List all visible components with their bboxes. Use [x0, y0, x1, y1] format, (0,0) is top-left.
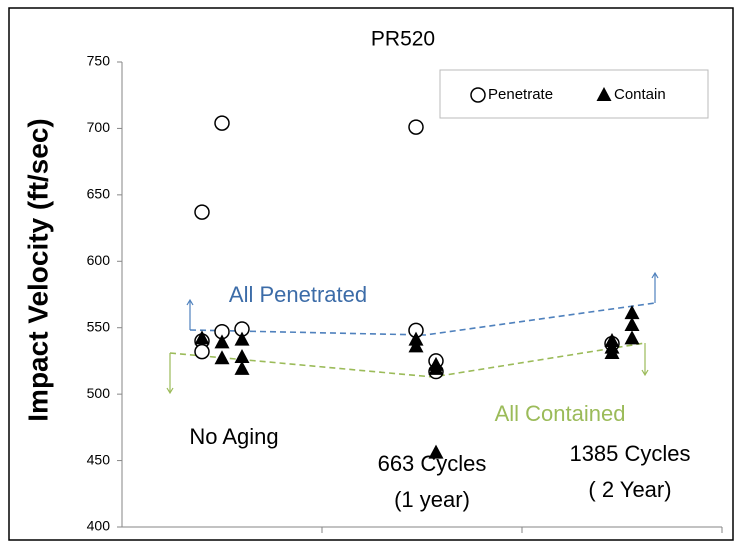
annotation: All Penetrated — [229, 282, 367, 307]
y-tick-label: 700 — [87, 119, 111, 135]
chart-title: PR520 — [371, 28, 435, 51]
group-label: (1 year) — [394, 487, 470, 512]
point — [408, 338, 424, 353]
legend-marker — [470, 87, 486, 103]
point — [624, 317, 640, 332]
point — [234, 348, 250, 363]
y-tick-label: 750 — [87, 53, 111, 69]
group-label: 1385 Cycles — [569, 441, 690, 466]
y-tick-label: 500 — [87, 385, 111, 401]
point — [428, 444, 444, 459]
group-label: No Aging — [189, 424, 278, 449]
point — [194, 330, 210, 345]
y-tick-label: 400 — [87, 518, 111, 534]
y-tick-label: 600 — [87, 252, 111, 268]
y-tick-label: 450 — [87, 451, 111, 467]
point — [194, 343, 210, 360]
point — [234, 360, 250, 375]
point — [234, 331, 250, 346]
y-axis-label: Impact Velocity (ft/sec) — [22, 118, 53, 421]
group-label: ( 2 Year) — [588, 477, 671, 502]
legend-label: Penetrate — [488, 86, 553, 103]
group-label: 663 Cycles — [378, 451, 487, 476]
annotation: All Contained — [495, 401, 626, 426]
point — [624, 330, 640, 345]
point — [428, 360, 444, 375]
point — [624, 305, 640, 320]
legend-box — [439, 69, 709, 119]
legend-marker — [596, 87, 612, 101]
y-tick-label: 550 — [87, 318, 111, 334]
point — [214, 334, 230, 349]
point — [214, 115, 230, 131]
x-axis-ticks — [321, 527, 723, 533]
point — [194, 204, 210, 220]
arrows — [166, 271, 659, 395]
legend-label: Contain — [614, 86, 666, 103]
y-tick-label: 650 — [87, 186, 111, 202]
point — [604, 339, 620, 354]
point — [214, 350, 230, 365]
point — [408, 119, 424, 135]
